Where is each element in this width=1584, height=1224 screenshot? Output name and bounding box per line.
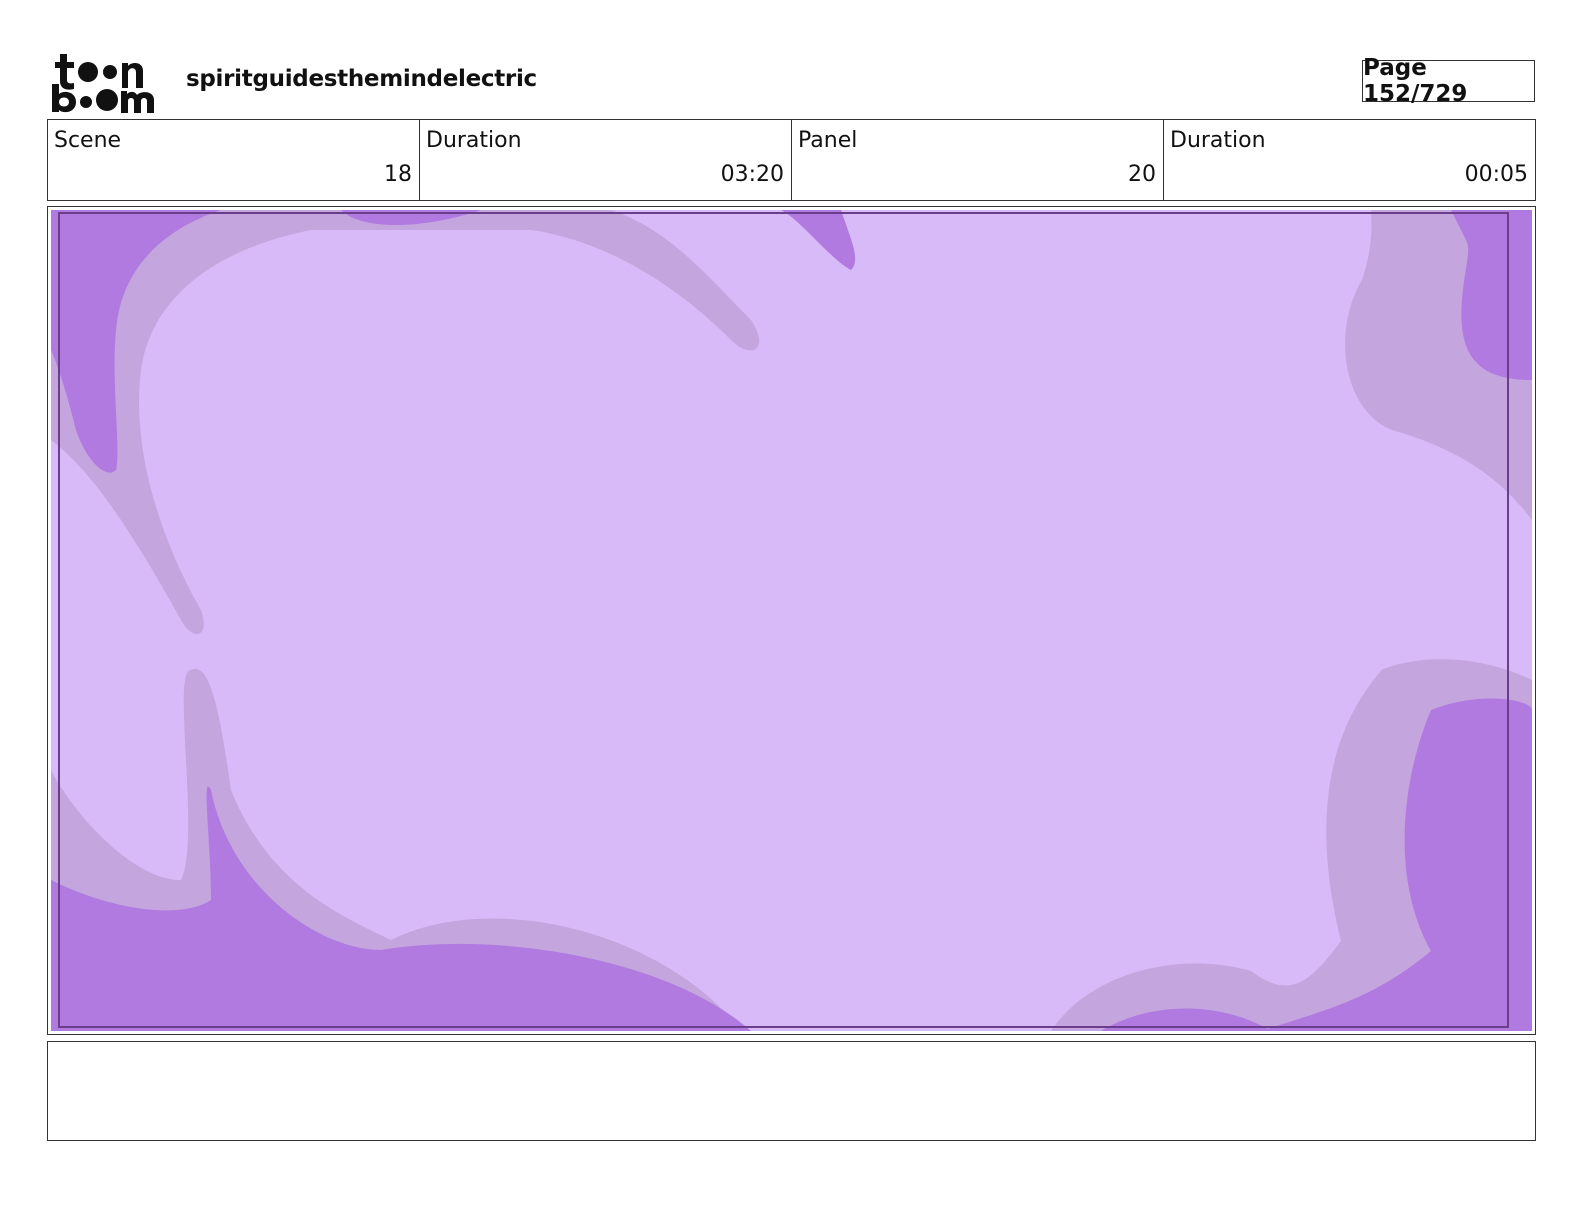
info-cell: Duration 03:20 [420,120,792,200]
info-label: Duration [426,128,522,153]
project-title: spiritguidesthemindelectric [186,66,537,92]
info-label: Scene [54,128,122,153]
info-value: 18 [384,162,412,187]
info-label: Duration [1170,128,1266,153]
info-value: 00:05 [1464,162,1528,187]
info-value: 03:20 [720,162,784,187]
page-number: Page 152/729 [1362,55,1535,107]
info-cell: Duration 00:05 [1164,120,1535,200]
info-label: Panel [798,128,858,153]
info-cell: Scene 18 [48,120,420,200]
info-value: 20 [1128,162,1156,187]
panel-image [51,210,1532,1031]
info-table: Scene 18 Duration 03:20 Panel 20 Duration 00:05 [47,119,1536,201]
panel-frame [47,206,1536,1035]
notes-box [47,1041,1536,1141]
logo [52,54,154,113]
info-cell: Panel 20 [792,120,1164,200]
